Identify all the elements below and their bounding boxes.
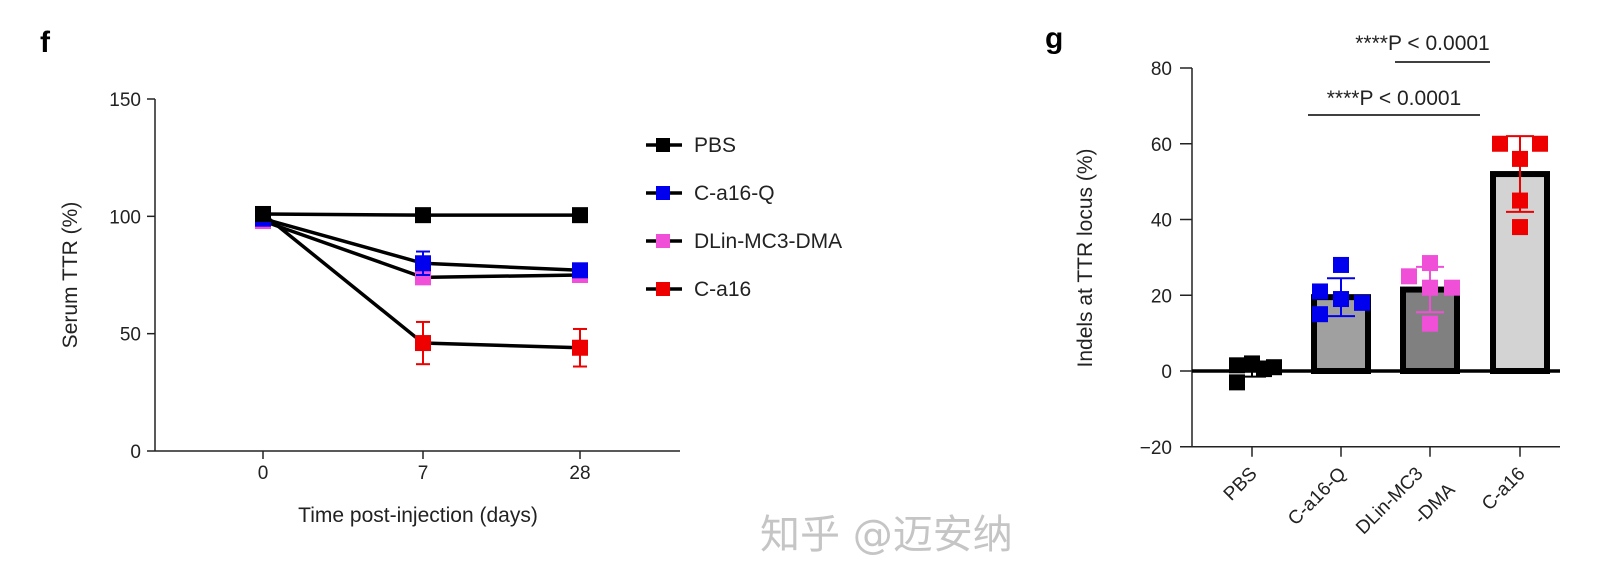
y-tick-label: 50 [120, 325, 141, 346]
data-point [1422, 279, 1438, 296]
x-tick-label: C-a16 [1478, 463, 1529, 514]
legend-label: PBS [694, 134, 736, 157]
data-point [1492, 135, 1508, 152]
data-point [1312, 283, 1328, 300]
x-tick-label: C-a16-Q [1284, 463, 1350, 529]
data-point [1422, 255, 1438, 272]
data-point-C-a16-Q [572, 262, 588, 279]
y-tick-label: 40 [1151, 211, 1172, 232]
data-point-C-a16 [415, 335, 431, 352]
significance-label: ****P < 0.0001 [1327, 87, 1461, 110]
legend-label: DLin-MC3-DMA [694, 230, 842, 253]
x-tick-label: DLin-MC3 [1352, 463, 1427, 538]
data-point [1229, 357, 1245, 374]
y-tick-label: 150 [109, 90, 141, 111]
x-tick-label: 0 [258, 463, 269, 484]
significance-label: ****P < 0.0001 [1355, 32, 1489, 55]
data-point [1354, 294, 1370, 311]
data-point-DLin-MC3-DMA [415, 269, 431, 286]
x-axis-label: Time post-injection (days) [298, 504, 538, 527]
panel-label-f: f [40, 26, 51, 59]
legend-label: C-a16 [694, 278, 751, 301]
data-point [1401, 268, 1417, 285]
y-tick-label: 80 [1151, 59, 1172, 80]
data-point [1512, 192, 1528, 209]
x-tick-label: PBS [1220, 463, 1262, 505]
data-point [1333, 291, 1349, 308]
watermark: 知乎 @迈安纳 [760, 512, 1013, 558]
data-point-C-a16-Q [415, 255, 431, 272]
legend-marker [656, 186, 670, 200]
x-tick-label: 28 [569, 463, 590, 484]
line-chart-f: 0 50 100 150 0 7 28 Time post-injection (days) S… [59, 90, 842, 527]
panel-label-g: g [1045, 22, 1063, 55]
y-tick-label: 100 [109, 207, 141, 228]
data-point [1229, 374, 1245, 391]
legend-marker [656, 138, 670, 152]
data-point [1422, 315, 1438, 332]
data-point [1532, 135, 1548, 152]
data-point-C-a16 [572, 339, 588, 356]
data-point [1444, 279, 1460, 296]
legend-marker [656, 234, 670, 248]
y-axis-label: Serum TTR (%) [59, 202, 82, 349]
data-point [1512, 150, 1528, 167]
y-tick-label: 0 [130, 442, 141, 463]
y-tick-label: 60 [1151, 135, 1172, 156]
y-tick-label: 20 [1151, 286, 1172, 307]
data-point [1512, 219, 1528, 236]
data-point-PBS [255, 205, 271, 222]
y-tick-label: 0 [1161, 362, 1172, 383]
data-point-PBS [572, 207, 588, 224]
data-point [1333, 256, 1349, 273]
data-point [1312, 306, 1328, 323]
legend-marker [656, 282, 670, 296]
data-point [1266, 359, 1282, 376]
y-tick-label: −20 [1140, 438, 1172, 459]
x-tick-label: 7 [418, 463, 429, 484]
data-point-PBS [415, 207, 431, 224]
y-axis-label: Indels at TTR locus (%) [1074, 148, 1097, 367]
legend-label: C-a16-Q [694, 182, 775, 205]
bar-chart-g: −20 0 20 40 60 80 Indels at TTR locus (%) PBS C-… [1074, 32, 1560, 539]
